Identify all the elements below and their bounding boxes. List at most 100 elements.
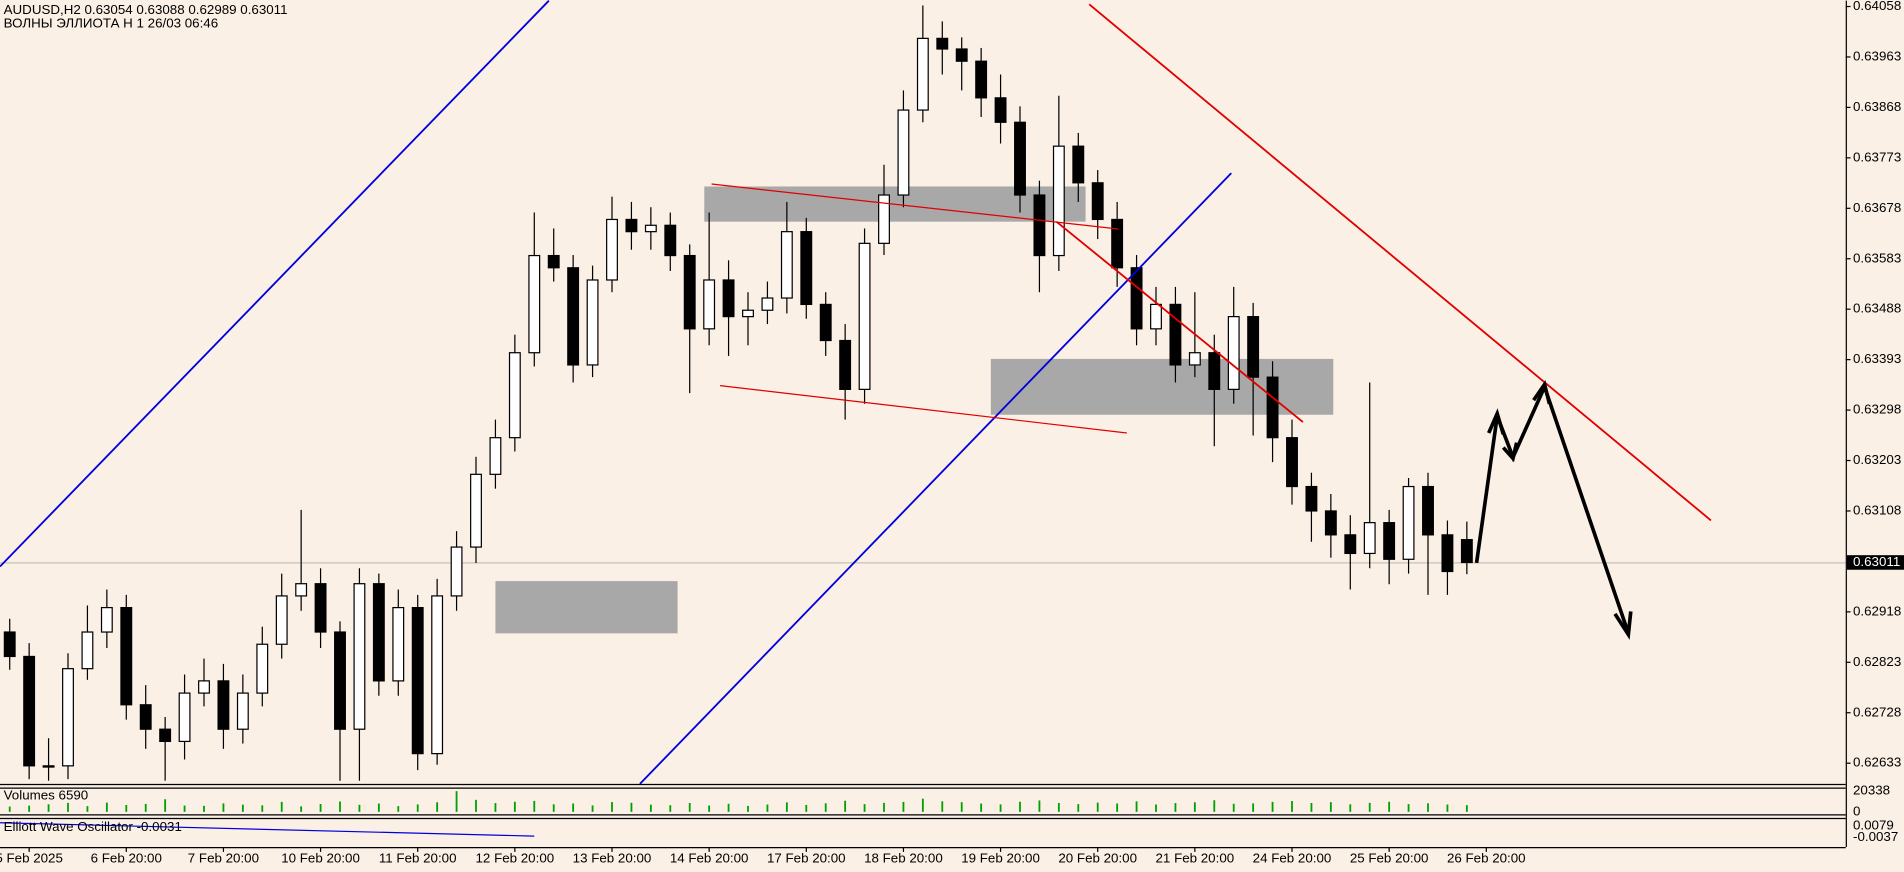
y-tick-label: 0.64058: [1853, 0, 1901, 13]
candle-body: [372, 583, 385, 682]
candle-body: [1014, 121, 1026, 196]
candle-body: [1188, 352, 1201, 366]
candle-body: [878, 194, 890, 244]
candle-body: [42, 765, 55, 768]
candle-body: [411, 606, 424, 755]
arrow-head: [1532, 380, 1552, 405]
candle-body: [217, 680, 230, 730]
y-tick-label: 0.63773: [1853, 149, 1901, 164]
trend-line: [1088, 3, 1712, 522]
x-tick-label: 7 Feb 20:00: [188, 851, 259, 866]
candle-body: [683, 254, 696, 330]
candle-body: [100, 606, 113, 633]
candle-body: [81, 631, 94, 670]
y-tick-label: 0.63203: [1853, 452, 1901, 467]
x-tick-label: 18 Feb 20:00: [864, 851, 943, 866]
price-tag: [1846, 555, 1904, 570]
candle-body: [431, 595, 444, 755]
oscillator-tick-label: 0.0079: [1853, 818, 1894, 833]
oscillator-line: [0, 822, 535, 837]
candle-body: [586, 279, 599, 366]
candle-body: [1324, 510, 1337, 536]
candle-body: [858, 242, 871, 390]
candle-body: [62, 668, 74, 767]
volume-tick-label: 20338: [1853, 783, 1890, 798]
x-tick-label: 21 Feb 20:00: [1156, 851, 1235, 866]
y-tick-label: 0.63868: [1853, 99, 1901, 114]
candle-body: [1305, 485, 1318, 512]
volume-tick-label: 0: [1853, 803, 1860, 818]
candle-body: [1033, 194, 1046, 257]
x-tick-label: 13 Feb 20:00: [573, 851, 652, 866]
trend-line: [639, 172, 1232, 785]
candle-body: [392, 606, 405, 682]
trend-line: [1055, 220, 1304, 423]
y-tick-label: 0.63583: [1853, 250, 1901, 265]
candle-body: [1247, 316, 1260, 378]
candle-body: [353, 583, 366, 730]
candle-body: [1150, 303, 1162, 330]
candle-body: [1208, 352, 1221, 390]
candle-body: [120, 606, 133, 706]
trend-line: [0, 0, 550, 568]
candle-body: [1344, 534, 1357, 555]
oscillator-title: Elliott Wave Oscillator -0.0031: [4, 819, 182, 834]
candle-body: [334, 631, 346, 730]
candle-body: [1091, 182, 1104, 221]
x-tick-label: 19 Feb 20:00: [961, 851, 1040, 866]
candle-body: [975, 60, 988, 99]
volume-title: Volumes 6590: [4, 788, 89, 803]
candle-body: [1111, 218, 1124, 269]
candle-body: [139, 704, 152, 730]
x-tick-label: 6 Feb 20:00: [91, 851, 162, 866]
candle-body: [722, 279, 735, 318]
candle-body: [1072, 145, 1085, 184]
y-tick-label: 0.63108: [1853, 502, 1901, 517]
candle-body: [742, 309, 754, 318]
candle-body: [606, 218, 618, 281]
x-tick-label: 11 Feb 20:00: [379, 851, 457, 866]
x-tick-label: 24 Feb 20:00: [1253, 851, 1332, 866]
candle-body: [897, 109, 910, 196]
candle-body: [528, 254, 541, 354]
candles: [3, 5, 1473, 781]
y-tick-label: 0.63298: [1853, 402, 1901, 417]
y-tick-label: 0.62728: [1853, 704, 1901, 719]
x-tick-label: 5 Feb 2025: [0, 851, 63, 866]
candle-body: [1266, 376, 1279, 439]
candle-body: [508, 352, 521, 439]
candle-body: [800, 231, 813, 306]
candle-body: [547, 254, 560, 269]
candle-body: [3, 631, 16, 658]
trend-line: [720, 385, 1127, 434]
price-tag-label: 0.63011: [1853, 554, 1900, 569]
candle-body: [314, 583, 327, 633]
candle-body: [450, 546, 463, 597]
candle-body: [567, 267, 580, 366]
y-tick-label: 0.63678: [1853, 200, 1901, 215]
candle-body: [936, 37, 949, 50]
y-tick-label: 0.63393: [1853, 351, 1901, 366]
oscillator-tick-label: -0.0037: [1853, 829, 1898, 844]
candle-body: [1227, 316, 1240, 390]
candle-body: [178, 692, 191, 743]
x-tick-label: 10 Feb 20:00: [281, 851, 360, 866]
y-tick-label: 0.63488: [1853, 301, 1901, 316]
candle-body: [703, 279, 716, 330]
candle-body: [198, 680, 210, 694]
x-tick-label: 26 Feb 20:00: [1447, 851, 1526, 866]
candle-body: [1422, 485, 1434, 536]
candle-body: [236, 692, 249, 730]
symbol-info: AUDUSD,H2 0.63054 0.63088 0.62989 0.6301…: [4, 2, 288, 17]
candle-body: [470, 473, 482, 548]
candle-body: [256, 643, 269, 694]
candle-body: [489, 437, 502, 475]
subtitle: ВОЛНЫ ЭЛЛИОТА Н 1 26/03 06:46: [4, 15, 219, 30]
candle-body: [994, 97, 1007, 123]
candle-body: [295, 583, 308, 597]
candle-body: [819, 303, 832, 342]
drawings: [0, 0, 1712, 837]
candle-body: [916, 37, 929, 111]
